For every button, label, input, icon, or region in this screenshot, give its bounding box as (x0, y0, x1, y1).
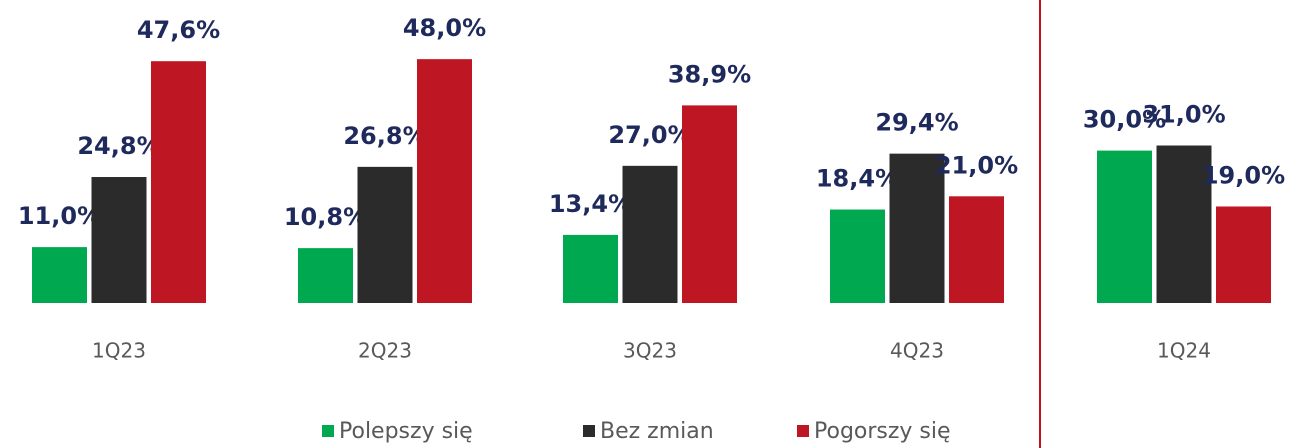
bar (298, 248, 353, 303)
data-label: 31,0% (1142, 101, 1225, 129)
data-label: 38,9% (668, 60, 751, 88)
x-tick-label: 1Q23 (92, 339, 146, 363)
x-tick-label: 1Q24 (1157, 339, 1211, 363)
bar (1097, 150, 1152, 303)
x-tick-label: 4Q23 (890, 339, 944, 363)
data-label: 48,0% (403, 14, 486, 42)
legend-swatch (797, 425, 809, 437)
bar (417, 59, 472, 303)
bar (1156, 145, 1212, 303)
data-label: 30,0% (1083, 106, 1166, 134)
legend-label: Polepszy się (339, 419, 473, 444)
bar (682, 105, 737, 303)
bar (622, 165, 678, 303)
bar (151, 61, 206, 303)
x-tick-label: 2Q23 (358, 339, 412, 363)
data-label: 19,0% (1202, 161, 1285, 189)
data-label: 27,0% (608, 121, 691, 149)
data-label: 18,4% (816, 165, 899, 193)
data-label: 29,4% (875, 109, 958, 137)
data-label: 10,8% (284, 203, 367, 231)
legend-label: Pogorszy się (814, 419, 951, 444)
data-label: 26,8% (343, 122, 426, 150)
bar (357, 166, 413, 303)
legend-swatch (583, 425, 595, 437)
bar (1216, 206, 1271, 303)
x-tick-label: 3Q23 (623, 339, 677, 363)
data-label: 24,8% (77, 132, 160, 160)
data-label: 13,4% (549, 190, 632, 218)
bar (949, 196, 1004, 303)
bar (889, 153, 945, 303)
bar (91, 177, 147, 303)
bar (32, 247, 87, 303)
data-label: 47,6% (137, 16, 220, 44)
legend-swatch (322, 425, 334, 437)
legend-label: Bez zmian (600, 419, 714, 444)
data-label: 11,0% (18, 202, 101, 230)
bar (563, 234, 618, 303)
data-label: 21,0% (935, 151, 1018, 179)
bar (830, 209, 885, 303)
